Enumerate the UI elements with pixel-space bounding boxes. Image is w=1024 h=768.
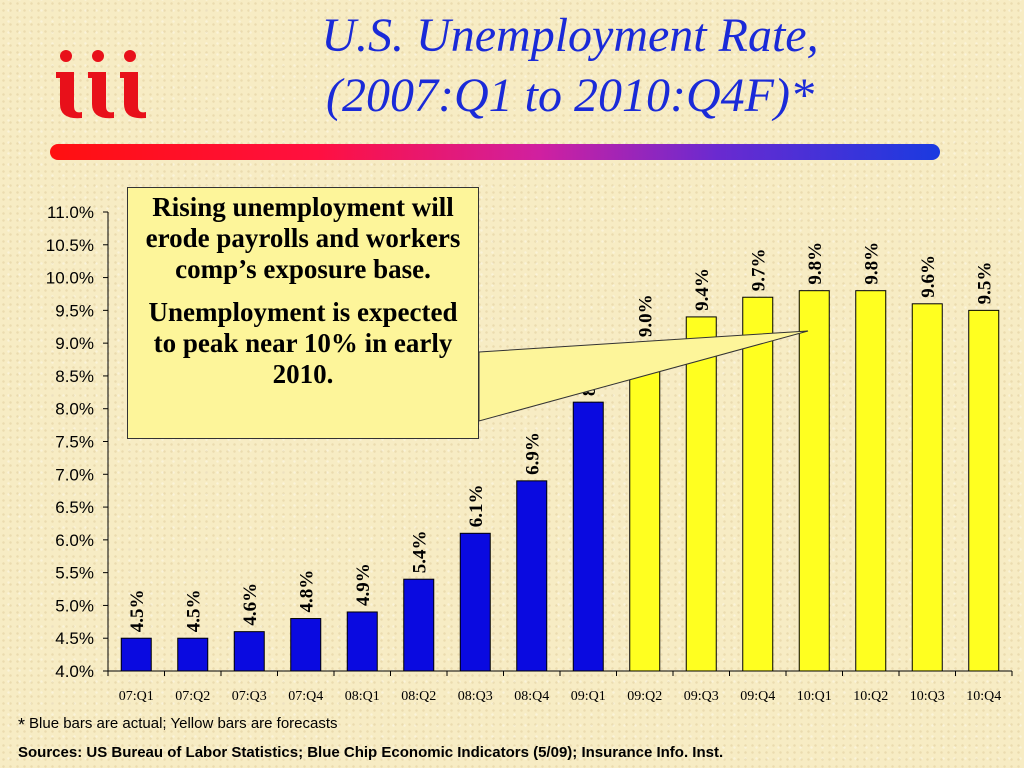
sources-text: Sources: US Bureau of Labor Statistics; … [18, 744, 724, 761]
bar-08-q4 [516, 480, 548, 672]
title-divider [50, 144, 940, 160]
bar-10-q2 [855, 290, 887, 672]
callout-text-payrolls: Rising unemployment will erode payrolls … [145, 192, 461, 284]
data-label: 9.7% [749, 248, 770, 291]
data-label: 9.4% [692, 268, 713, 311]
bar-07-q3 [233, 631, 265, 672]
x-tick-label: 08:Q2 [401, 689, 436, 704]
bar-09-q1 [572, 401, 604, 672]
data-label: 4.9% [353, 563, 374, 606]
data-label: 6.1% [466, 485, 487, 528]
data-label: 4.5% [184, 589, 205, 632]
y-tick-label: 10.5% [46, 236, 94, 255]
x-tick-label: 07:Q1 [119, 689, 154, 704]
footnote: * Blue bars are actual; Yellow bars are f… [18, 715, 338, 736]
y-tick-label: 8.5% [55, 367, 94, 386]
chart-title-line2: (2007:Q1 to 2010:Q4F)* [326, 69, 814, 122]
y-tick-label: 9.5% [55, 301, 94, 320]
bar-07-q2 [177, 637, 209, 672]
bar-10-q4 [968, 309, 1000, 672]
x-tick-label: 09:Q4 [740, 689, 775, 704]
bar-08-q2 [403, 578, 435, 672]
y-tick-label: 6.0% [55, 531, 94, 550]
x-tick-label: 10:Q4 [966, 689, 1001, 704]
iii-logo [56, 50, 146, 119]
y-tick-label: 7.5% [55, 433, 94, 452]
data-label: 9.8% [862, 242, 883, 285]
y-tick-label: 10.0% [46, 269, 94, 288]
bar-09-q3 [685, 316, 717, 672]
callout-box: Rising unemployment will erode payrolls … [127, 187, 479, 439]
bar-10-q1 [798, 290, 830, 672]
data-label: 4.8% [297, 570, 318, 613]
y-tick-label: 4.5% [55, 629, 94, 648]
x-tick-label: 09:Q1 [571, 689, 606, 704]
y-tick-label: 4.0% [55, 662, 94, 681]
bar-09-q2 [629, 342, 661, 672]
x-tick-label: 09:Q2 [627, 689, 662, 704]
bar-07-q1 [120, 637, 152, 672]
y-tick-label: 8.0% [55, 400, 94, 419]
x-tick-label: 10:Q3 [910, 689, 945, 704]
x-tick-label: 07:Q4 [288, 689, 323, 704]
x-tick-label: 10:Q2 [853, 689, 888, 704]
callout-pointer [478, 330, 809, 422]
callout-text-peak: Unemployment is expected to peak near 10… [148, 297, 458, 389]
y-tick-label: 7.0% [55, 465, 94, 484]
footnote-text: Blue bars are actual; Yellow bars are fo… [29, 715, 338, 732]
x-tick-label: 08:Q3 [458, 689, 493, 704]
data-label: 5.4% [410, 530, 431, 573]
x-tick-label: 07:Q3 [232, 689, 267, 704]
data-label: 9.6% [918, 255, 939, 298]
data-label: 4.6% [240, 583, 261, 626]
data-label: 9.0% [636, 294, 657, 337]
bar-08-q3 [459, 532, 491, 672]
y-tick-label: 5.5% [55, 564, 94, 583]
y-tick-label: 6.5% [55, 498, 94, 517]
bar-09-q4 [742, 296, 774, 672]
bar-10-q3 [911, 303, 943, 672]
x-tick-label: 09:Q3 [684, 689, 719, 704]
data-label: 9.8% [805, 242, 826, 285]
bar-08-q1 [346, 611, 378, 672]
data-label: 6.9% [523, 432, 544, 475]
y-tick-label: 11.0% [47, 203, 94, 222]
x-tick-label: 07:Q2 [175, 689, 210, 704]
y-tick-label: 9.0% [55, 334, 94, 353]
data-label: 4.5% [127, 589, 148, 632]
footnote-marker: * [18, 715, 26, 735]
x-tick-label: 08:Q4 [514, 689, 549, 704]
y-tick-label: 5.0% [55, 596, 94, 615]
x-tick-label: 10:Q1 [797, 689, 832, 704]
bar-07-q4 [290, 618, 322, 672]
data-label: 9.5% [975, 262, 996, 305]
x-tick-label: 08:Q1 [345, 689, 380, 704]
chart-title-line1: U.S. Unemployment Rate, [321, 9, 819, 62]
